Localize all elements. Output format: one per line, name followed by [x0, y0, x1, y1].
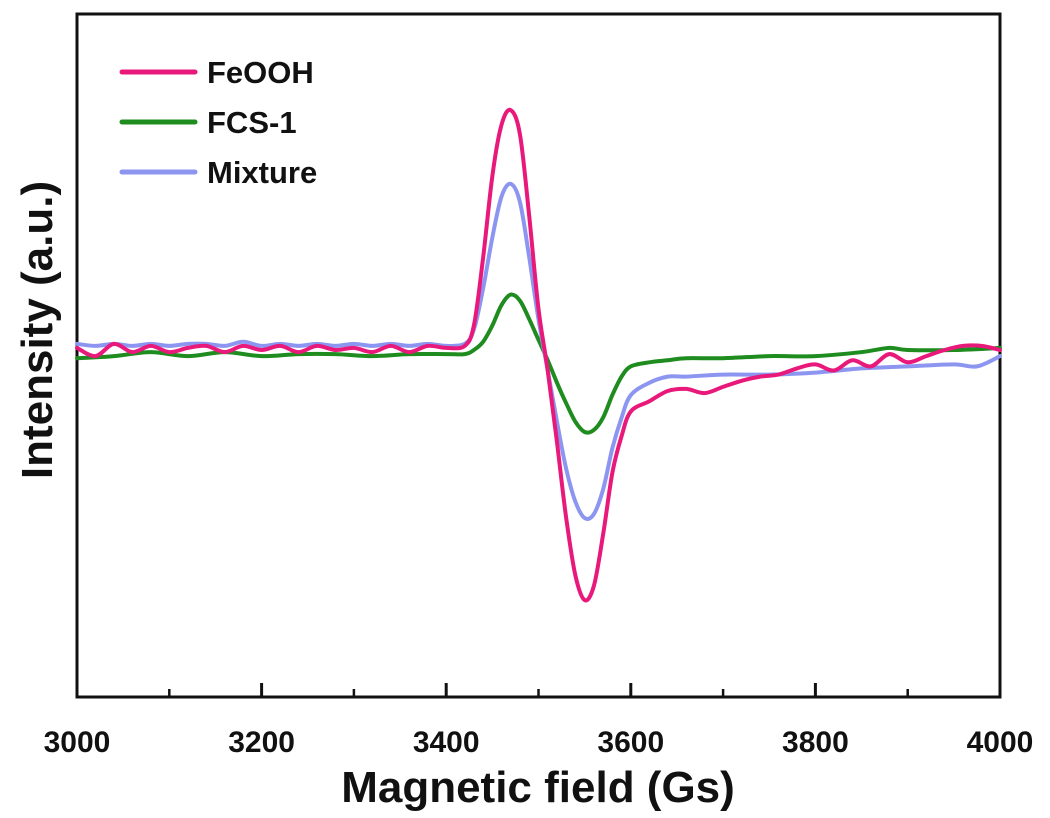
- x-tick-label: 3600: [597, 726, 664, 759]
- legend: FeOOH FCS-1 Mixture: [119, 55, 317, 190]
- x-tick-label: 3400: [413, 726, 480, 759]
- x-tick-label: 4000: [967, 726, 1034, 759]
- x-tick-label: 3800: [782, 726, 849, 759]
- y-axis-title: Intensity (a.u.): [13, 181, 62, 479]
- x-tick-label: 3200: [228, 726, 295, 759]
- series-lines: [75, 107, 1002, 603]
- series-line-mixture: [75, 181, 1002, 521]
- x-axis-title: Magnetic field (Gs): [341, 763, 735, 812]
- x-tick-label: 3000: [44, 726, 111, 759]
- x-axis-ticks: [75, 683, 1002, 697]
- series-line-feooh: [75, 107, 1002, 603]
- legend-label-fcs-1: FCS-1: [207, 105, 297, 140]
- legend-label-feooh: FeOOH: [207, 55, 314, 90]
- legend-label-mixture: Mixture: [207, 155, 317, 190]
- x-axis-tick-labels: 3000 3200 3400 3600 3800 4000: [44, 726, 1034, 759]
